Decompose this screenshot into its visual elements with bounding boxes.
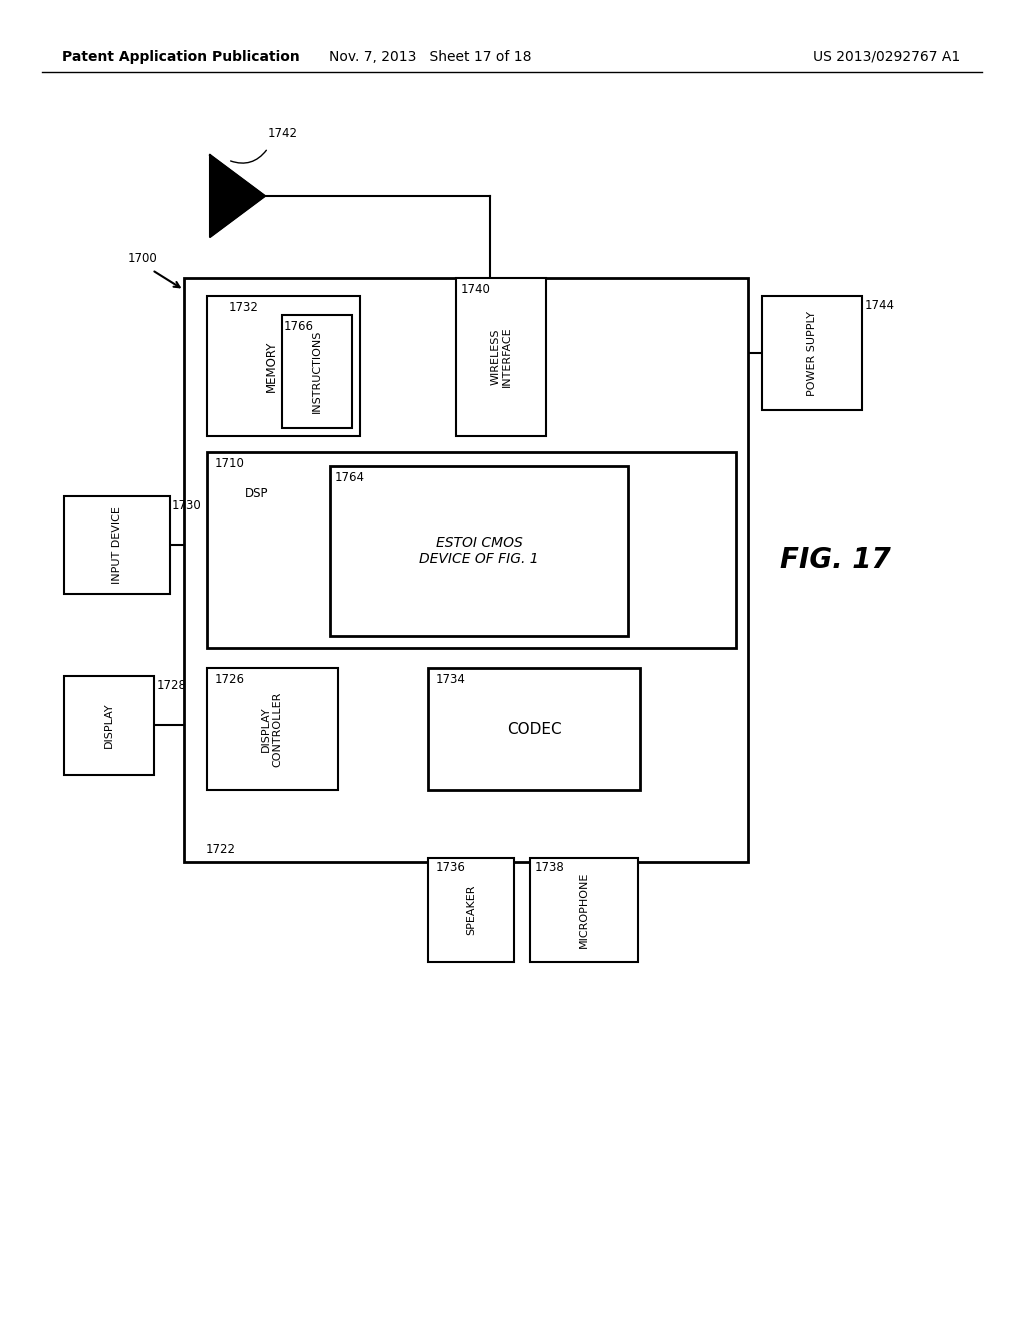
Bar	[63, 496, 170, 594]
Text: 1726: 1726	[215, 673, 245, 686]
Text: Patent Application Publication: Patent Application Publication	[62, 50, 300, 63]
Bar	[428, 858, 514, 962]
Text: SPEAKER: SPEAKER	[466, 884, 476, 936]
Text: MEMORY: MEMORY	[264, 341, 278, 392]
Text: INSTRUCTIONS: INSTRUCTIONS	[312, 329, 322, 413]
Text: 1736: 1736	[436, 861, 466, 874]
Text: 1742: 1742	[268, 127, 298, 140]
Text: ESTOI CMOS
DEVICE OF FIG. 1: ESTOI CMOS DEVICE OF FIG. 1	[419, 536, 539, 566]
Text: 1766: 1766	[284, 319, 314, 333]
Bar	[207, 296, 360, 436]
Polygon shape	[210, 154, 265, 238]
Bar	[207, 451, 736, 648]
Text: US 2013/0292767 A1: US 2013/0292767 A1	[813, 50, 961, 63]
Text: 1700: 1700	[128, 252, 158, 265]
Text: INPUT DEVICE: INPUT DEVICE	[112, 506, 122, 583]
Text: 1744: 1744	[865, 300, 895, 312]
Bar	[63, 676, 154, 775]
Text: POWER SUPPLY: POWER SUPPLY	[807, 310, 817, 396]
Bar	[530, 858, 638, 962]
Text: 1732: 1732	[229, 301, 259, 314]
Text: Nov. 7, 2013   Sheet 17 of 18: Nov. 7, 2013 Sheet 17 of 18	[329, 50, 531, 63]
Text: 1764: 1764	[335, 471, 365, 484]
Text: 1734: 1734	[436, 673, 466, 686]
Text: 1722: 1722	[206, 843, 236, 855]
Text: 1740: 1740	[461, 282, 490, 296]
Text: 1738: 1738	[535, 861, 565, 874]
Bar	[330, 466, 628, 636]
Bar	[428, 668, 640, 789]
Text: 1728: 1728	[157, 678, 186, 692]
Bar	[184, 279, 748, 862]
Bar	[762, 296, 862, 411]
Text: WIRELESS
INTERFACE: WIRELESS INTERFACE	[490, 326, 512, 387]
Text: DISPLAY: DISPLAY	[104, 702, 114, 748]
Bar	[456, 279, 546, 436]
Text: DSP: DSP	[245, 487, 268, 500]
Text: MICROPHONE: MICROPHONE	[579, 871, 589, 948]
Bar	[207, 668, 338, 789]
Text: 1730: 1730	[172, 499, 202, 512]
Text: 1710: 1710	[215, 457, 245, 470]
Text: CODEC: CODEC	[507, 722, 561, 737]
Bar	[282, 315, 352, 428]
Text: FIG. 17: FIG. 17	[779, 546, 891, 574]
Text: DISPLAY
CONTROLLER: DISPLAY CONTROLLER	[261, 692, 283, 767]
